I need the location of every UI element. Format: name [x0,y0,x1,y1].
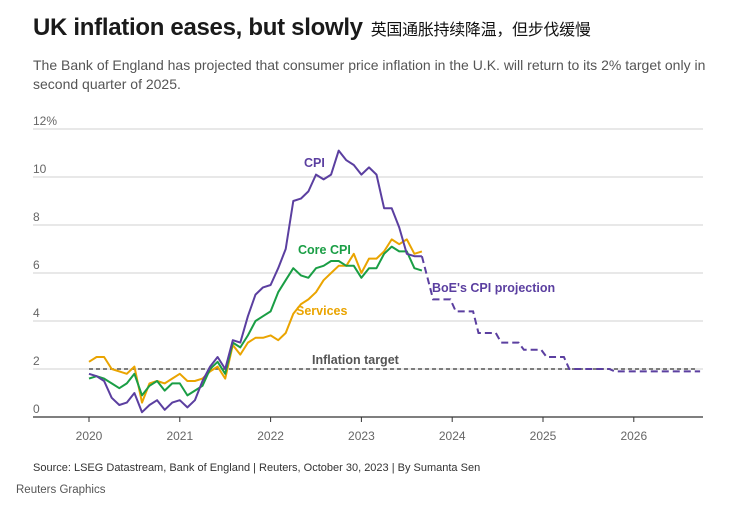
chart-subtitle: The Bank of England has projected that c… [33,57,706,92]
y-tick-label: 6 [33,258,40,272]
x-tick-label: 2022 [257,429,284,443]
source-note: Source: LSEG Datastream, Bank of England… [33,462,481,474]
x-tick-label: 2023 [348,429,375,443]
title-en: UK inflation eases, but slowly [33,14,363,41]
services-label: Services [296,304,347,318]
line-chart: 0 2 4 6 8 10 12% 2020 2021 2022 2023 2024 2025 2026 In… [33,114,703,443]
credit-label: Reuters Graphics [16,484,106,496]
x-tick-label: 2025 [530,429,557,443]
x-tick-label: 2026 [620,429,647,443]
x-tick-label: 2024 [439,429,466,443]
x-tick-label: 2020 [76,429,103,443]
core-cpi-label: Core CPI [298,243,351,257]
cpi-label: CPI [304,156,325,170]
title-zh: 英国通胀持续降温，但步伐缓慢 [370,20,591,39]
y-tick-label: 2 [33,354,40,368]
core-cpi-series-line [88,245,423,397]
y-tick-label: 10 [33,162,47,176]
y-tick-label: 12% [33,114,57,128]
chart-title: UK inflation eases, but slowly 英国通胀持续降温，但… [33,14,591,42]
x-tick-label: 2021 [166,429,193,443]
inflation-target-label: Inflation target [312,353,400,367]
y-tick-label: 8 [33,210,40,224]
boe-projection-line [420,255,701,373]
y-tick-label: 4 [33,306,40,320]
cpi-series-line [88,149,422,414]
y-tick-label: 0 [33,402,40,416]
boe-projection-label: BoE's CPI projection [432,281,555,295]
services-series-line [88,238,423,404]
